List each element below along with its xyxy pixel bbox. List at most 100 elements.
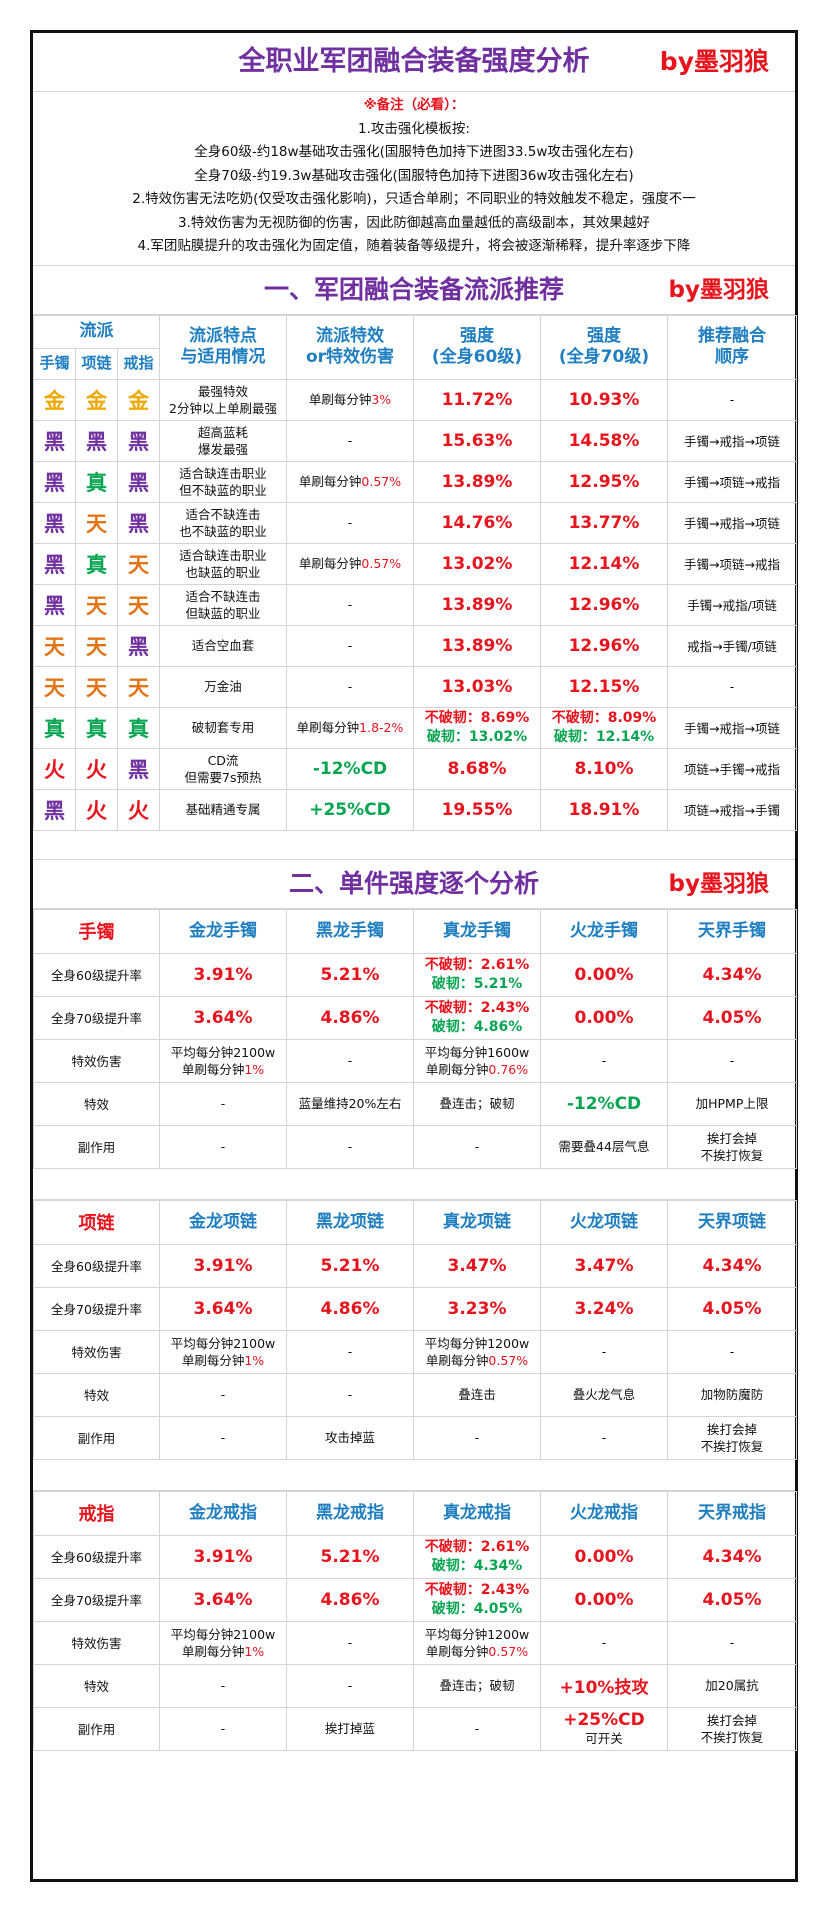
grade-cell: 真 (75, 706, 118, 749)
order-header: 推荐融合 顺序 (667, 314, 797, 380)
strength-70-cell: 8.10% (540, 747, 668, 790)
strength-60-cell: 13.02% (413, 542, 541, 585)
value-nobreak: 不破韧：2.43% (424, 999, 530, 1016)
effect-cell: - (286, 419, 414, 462)
side-cell: 挨打会掉 不挨打恢复 (667, 1124, 797, 1169)
grade-cell: 火 (75, 747, 118, 790)
text-value: 叠火龙气息 (572, 1387, 636, 1402)
grade-cell: 金 (33, 378, 76, 421)
grade-cell: 真 (75, 460, 118, 503)
text-value: - (220, 1139, 226, 1154)
damage-solo-value: 1% (244, 1352, 265, 1368)
r60-cell: 3.91% (159, 1534, 287, 1579)
grade-cell: 黑 (117, 460, 160, 503)
notes-block: ※备注（必看）： 1.攻击强化模板按: 全身60级-约18w基础攻击强化(国服特… (33, 92, 795, 266)
text-value: 蓝量维持20%左右 (298, 1096, 402, 1111)
text-value: - (220, 1387, 226, 1402)
school-row: 黑天天适合不缺连击 但缺蓝的职业 -13.89% 12.96% 手镯→戒指/项链 (33, 583, 797, 626)
side-cell: 挨打会掉 不挨打恢复 (667, 1415, 797, 1460)
feature-line: 适合空血套 (191, 638, 255, 653)
side-cell: - (159, 1706, 287, 1751)
strength-70: 14.58% (568, 430, 640, 451)
bracelet-row: 特效伤害 平均每分钟2100w 单刷每分钟1% - 平均每分钟1600w 单刷每分钟0.7… (33, 1038, 797, 1083)
strength-60-cell: 13.89% (413, 624, 541, 667)
grade-cell: 黑 (33, 583, 76, 626)
strength-60: 13.03% (441, 676, 513, 697)
ring-item-header: 金龙戒指 (159, 1490, 287, 1536)
feature-cell: 最强特效 2分钟以上单刷最强 (159, 378, 287, 421)
feature-line: 但缺蓝的职业 (185, 605, 261, 621)
percent-value: 4.05% (702, 1007, 762, 1028)
row-label: 副作用 (33, 1124, 160, 1169)
value-nobreak: 不破韧：2.61% (424, 956, 530, 973)
eff-cell: 蓝量维持20%左右 (286, 1081, 414, 1126)
damage-avg: 平均每分钟2100w (170, 1626, 276, 1642)
text-value: - (601, 1635, 607, 1650)
eff-cell: 叠连击；破韧 (413, 1663, 541, 1708)
feature-header: 流派特点 与适用情况 (159, 314, 287, 380)
r70-cell: 3.64% (159, 995, 287, 1040)
page-title: 全职业军团融合装备强度分析 (238, 46, 590, 77)
effect-text: 单刷每分钟 (298, 474, 362, 489)
grade-cell: 天 (117, 665, 160, 708)
order-cell: - (667, 378, 797, 421)
text-line: 挨打会掉 (706, 1130, 757, 1146)
text-value: - (729, 1053, 735, 1068)
strength-60: 13.89% (441, 471, 513, 492)
text-value: - (347, 1139, 353, 1154)
row-label: 全身70级提升率 (33, 995, 160, 1040)
effect-cell: +25%CD (286, 788, 414, 831)
ring-category: 戒指 (33, 1490, 160, 1536)
percent-value: 4.86% (320, 1589, 380, 1610)
strength-70-cell: 不破韧：8.09% 破韧：12.14% (540, 706, 668, 749)
lv60-header: 强度 (全身60级) (413, 314, 541, 380)
feature-line: 万金油 (204, 679, 242, 694)
strength-70-cell: 14.58% (540, 419, 668, 462)
effect-value: 3% (371, 392, 392, 407)
grade-cell: 天 (33, 665, 76, 708)
feature-line: 适合不缺连击 (185, 506, 261, 522)
r70-cell: 3.64% (159, 1577, 287, 1622)
feature-line: 也不缺蓝的职业 (179, 523, 267, 539)
text-value: - (347, 1344, 353, 1359)
grade-cell: 黑 (33, 542, 76, 585)
order-cell: 手镯→戒指→项链 (667, 419, 797, 462)
text-value: - (601, 1053, 607, 1068)
strength-70: 12.95% (568, 471, 640, 492)
strength-70: 10.93% (568, 389, 640, 410)
eff-cell: - (159, 1663, 287, 1708)
value-break: 破韧：4.86% (431, 1018, 523, 1035)
damage-avg: 平均每分钟1200w (424, 1335, 530, 1351)
dmg-cell: - (286, 1038, 414, 1083)
school-row: 天天黑 适合空血套 - 13.89% 12.96% 戒指→手镯/项链 (33, 624, 797, 667)
ring-row: 特效伤害 平均每分钟2100w 单刷每分钟1% - 平均每分钟1200w 单刷每分钟0.5… (33, 1620, 797, 1665)
r60-cell: 不破韧：2.61% 破韧：4.34% (413, 1534, 541, 1579)
section1-author: by墨羽狼 (668, 276, 769, 303)
row-label: 全身60级提升率 (33, 1243, 160, 1288)
necklace-row: 副作用 - 攻击掉蓝 - - 挨打会掉 不挨打恢复 (33, 1415, 797, 1460)
effect-text: - (347, 433, 353, 448)
feature-line: 但需要7s预热 (184, 769, 262, 785)
side-cell: - (286, 1124, 414, 1169)
school-row: 天天天 万金油 - 13.03% 12.15% - (33, 665, 797, 708)
section1-header: 一、军团融合装备流派推荐 by墨羽狼 (33, 266, 795, 315)
feature-line: 2分钟以上单刷最强 (169, 400, 277, 416)
strength-70: 12.14% (568, 553, 640, 574)
item-analysis: 手镯 金龙手镯 黑龙手镯 真龙手镯 火龙手镯 天界手镯 全身60级提升率 3.91% 5.21%… (33, 908, 797, 1751)
percent-value: 3.47% (447, 1255, 507, 1276)
grade-cell: 天 (75, 624, 118, 667)
effect-value: 0.57% (361, 474, 402, 489)
row-label: 特效 (33, 1372, 160, 1417)
r60-cell: 0.00% (540, 1534, 668, 1579)
text-value: 加物防魔防 (700, 1387, 764, 1402)
damage-solo-label: 单刷每分钟 (181, 1352, 245, 1368)
text-line: 不挨打恢复 (700, 1729, 764, 1745)
strength-60-cell: 13.89% (413, 583, 541, 626)
author-tag: by墨羽狼 (659, 47, 769, 76)
effect-text: - (347, 638, 353, 653)
text-value: - (601, 1344, 607, 1359)
text-value: - (347, 1678, 353, 1693)
eff-cell: 叠连击；破韧 (413, 1081, 541, 1126)
feature-line: 爆发最强 (197, 441, 248, 457)
strength-70-cell: 13.77% (540, 501, 668, 544)
